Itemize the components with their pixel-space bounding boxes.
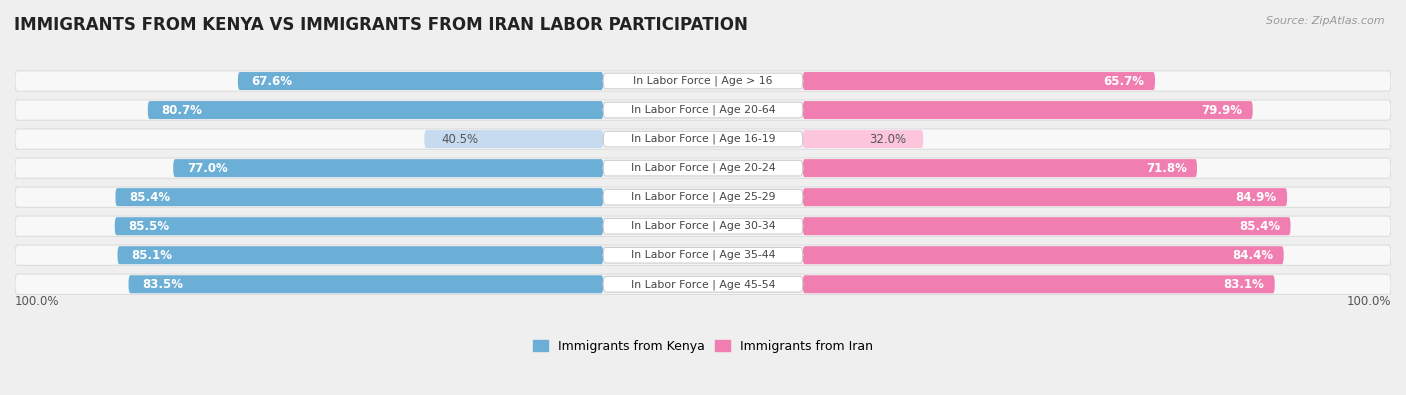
Text: 77.0%: 77.0% (187, 162, 228, 175)
FancyBboxPatch shape (803, 275, 1275, 293)
FancyBboxPatch shape (603, 131, 803, 147)
Text: In Labor Force | Age 30-34: In Labor Force | Age 30-34 (631, 221, 775, 231)
Text: In Labor Force | Age > 16: In Labor Force | Age > 16 (633, 76, 773, 86)
Text: 100.0%: 100.0% (15, 295, 59, 308)
Text: 84.9%: 84.9% (1236, 191, 1277, 204)
FancyBboxPatch shape (603, 102, 803, 118)
Text: 100.0%: 100.0% (1347, 295, 1391, 308)
FancyBboxPatch shape (15, 187, 1391, 207)
Text: In Labor Force | Age 35-44: In Labor Force | Age 35-44 (631, 250, 775, 260)
FancyBboxPatch shape (803, 159, 1197, 177)
FancyBboxPatch shape (603, 73, 803, 89)
Text: 85.5%: 85.5% (128, 220, 170, 233)
Text: In Labor Force | Age 16-19: In Labor Force | Age 16-19 (631, 134, 775, 144)
FancyBboxPatch shape (15, 100, 1391, 120)
FancyBboxPatch shape (803, 130, 924, 148)
FancyBboxPatch shape (115, 217, 603, 235)
FancyBboxPatch shape (803, 101, 1253, 119)
FancyBboxPatch shape (15, 245, 1391, 265)
Text: 85.4%: 85.4% (129, 191, 170, 204)
FancyBboxPatch shape (128, 275, 603, 293)
FancyBboxPatch shape (148, 101, 603, 119)
FancyBboxPatch shape (425, 130, 603, 148)
FancyBboxPatch shape (15, 129, 1391, 149)
Text: 65.7%: 65.7% (1104, 75, 1144, 88)
FancyBboxPatch shape (115, 188, 603, 206)
FancyBboxPatch shape (15, 158, 1391, 178)
FancyBboxPatch shape (803, 246, 1284, 264)
Text: 79.9%: 79.9% (1201, 103, 1243, 117)
Text: 85.4%: 85.4% (1239, 220, 1281, 233)
FancyBboxPatch shape (15, 274, 1391, 294)
Text: In Labor Force | Age 20-64: In Labor Force | Age 20-64 (631, 105, 775, 115)
FancyBboxPatch shape (118, 246, 603, 264)
FancyBboxPatch shape (173, 159, 603, 177)
Text: 83.5%: 83.5% (142, 278, 183, 291)
FancyBboxPatch shape (603, 189, 803, 205)
Legend: Immigrants from Kenya, Immigrants from Iran: Immigrants from Kenya, Immigrants from I… (529, 335, 877, 358)
Text: 40.5%: 40.5% (441, 133, 478, 146)
FancyBboxPatch shape (603, 276, 803, 292)
FancyBboxPatch shape (803, 217, 1291, 235)
Text: 85.1%: 85.1% (131, 249, 173, 262)
FancyBboxPatch shape (803, 188, 1286, 206)
Text: 71.8%: 71.8% (1146, 162, 1187, 175)
FancyBboxPatch shape (603, 160, 803, 176)
FancyBboxPatch shape (15, 71, 1391, 91)
Text: 32.0%: 32.0% (869, 133, 905, 146)
Text: 80.7%: 80.7% (162, 103, 202, 117)
Text: In Labor Force | Age 45-54: In Labor Force | Age 45-54 (631, 279, 775, 290)
Text: Source: ZipAtlas.com: Source: ZipAtlas.com (1267, 16, 1385, 26)
FancyBboxPatch shape (803, 72, 1154, 90)
Text: 83.1%: 83.1% (1223, 278, 1264, 291)
FancyBboxPatch shape (603, 247, 803, 263)
Text: In Labor Force | Age 25-29: In Labor Force | Age 25-29 (631, 192, 775, 202)
Text: In Labor Force | Age 20-24: In Labor Force | Age 20-24 (631, 163, 775, 173)
Text: 67.6%: 67.6% (252, 75, 292, 88)
Text: IMMIGRANTS FROM KENYA VS IMMIGRANTS FROM IRAN LABOR PARTICIPATION: IMMIGRANTS FROM KENYA VS IMMIGRANTS FROM… (14, 16, 748, 34)
Text: 84.4%: 84.4% (1232, 249, 1274, 262)
FancyBboxPatch shape (238, 72, 603, 90)
FancyBboxPatch shape (603, 218, 803, 234)
FancyBboxPatch shape (15, 216, 1391, 236)
